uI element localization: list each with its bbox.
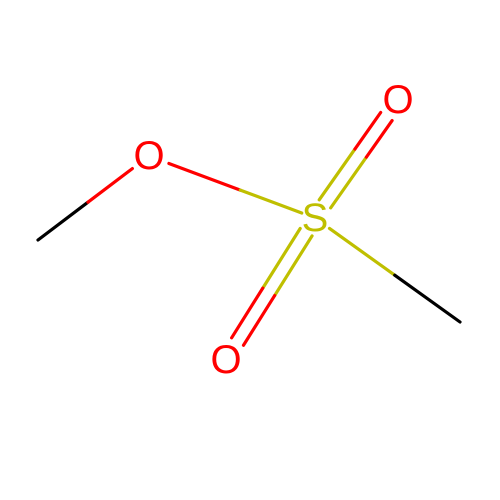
bond-segment: [244, 296, 275, 346]
molecule-diagram: O S O O: [0, 0, 500, 500]
bond-segment: [240, 190, 301, 213]
bond-segment: [319, 149, 355, 200]
bond-segment: [275, 236, 312, 296]
atom-label-o1: O: [133, 134, 164, 178]
bond-segment: [38, 202, 88, 240]
bond-segment: [88, 169, 132, 203]
bond-segment: [263, 228, 300, 288]
atom-label-s: S: [302, 196, 329, 240]
atom-label-o3: O: [210, 338, 241, 382]
bond-segment: [232, 288, 263, 338]
bond-segment: [330, 228, 395, 275]
bond-segment: [331, 157, 367, 208]
bond-segment: [395, 275, 460, 322]
atom-label-o2: O: [382, 78, 413, 122]
bond-segment: [169, 163, 240, 190]
